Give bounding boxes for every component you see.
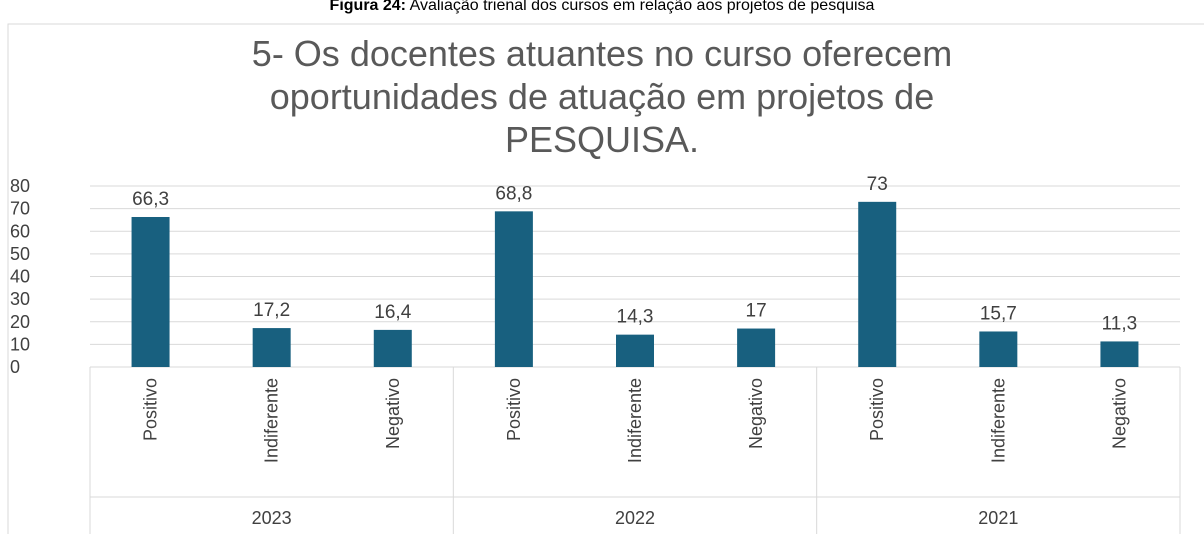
- y-tick-label: 50: [10, 244, 30, 264]
- y-tick-label: 80: [10, 176, 30, 196]
- caption-text: Avaliação trienal dos cursos em relação …: [410, 0, 875, 14]
- bar: [494, 211, 533, 367]
- data-label: 16,4: [374, 302, 411, 323]
- bar: [252, 328, 291, 367]
- bar: [131, 216, 170, 367]
- data-label: 66,3: [132, 189, 169, 210]
- x-tick-label: Negativo: [746, 378, 766, 449]
- group-label: 2023: [252, 508, 292, 528]
- group-label: 2021: [978, 508, 1018, 528]
- bar: [1100, 341, 1139, 367]
- y-tick-label: 0: [10, 357, 20, 377]
- x-tick-label: Indiferente: [262, 378, 282, 463]
- x-tick-label: Positivo: [504, 378, 524, 441]
- data-label: 14,3: [617, 307, 654, 328]
- y-tick-label: 30: [10, 289, 30, 309]
- x-tick-label: Positivo: [141, 378, 161, 441]
- data-label: 73: [867, 174, 888, 195]
- group-label: 2022: [615, 508, 655, 528]
- chart-title: 5- Os docentes atuantes no curso oferece…: [252, 33, 952, 74]
- x-tick-label: Indiferente: [988, 378, 1008, 463]
- caption-label: Figura 24:: [330, 0, 406, 14]
- x-tick-label: Negativo: [1109, 378, 1129, 449]
- bar: [616, 334, 654, 367]
- data-label: 68,8: [495, 183, 532, 204]
- data-label: 15,7: [980, 303, 1017, 324]
- y-tick-label: 60: [10, 221, 30, 241]
- x-tick-label: Positivo: [867, 378, 887, 441]
- data-label: 17,2: [253, 300, 290, 321]
- bar: [373, 329, 412, 367]
- chart-title: oportunidades de atuação em projetos de: [270, 76, 934, 117]
- y-tick-label: 20: [10, 312, 30, 332]
- bar: [858, 201, 897, 367]
- x-tick-label: Negativo: [383, 378, 403, 449]
- y-tick-label: 10: [10, 334, 30, 354]
- chart-frame: [7, 23, 1204, 534]
- chart-title: PESQUISA.: [505, 119, 699, 160]
- y-tick-label: 40: [10, 267, 30, 287]
- y-tick-label: 70: [10, 199, 30, 219]
- bar: [737, 328, 776, 367]
- data-label: 11,3: [1102, 313, 1138, 334]
- data-label: 17: [746, 301, 767, 322]
- bar: [979, 331, 1018, 367]
- figure-caption: Figura 24: Avaliação trienal dos cursos …: [330, 0, 875, 14]
- x-tick-label: Indiferente: [625, 378, 645, 463]
